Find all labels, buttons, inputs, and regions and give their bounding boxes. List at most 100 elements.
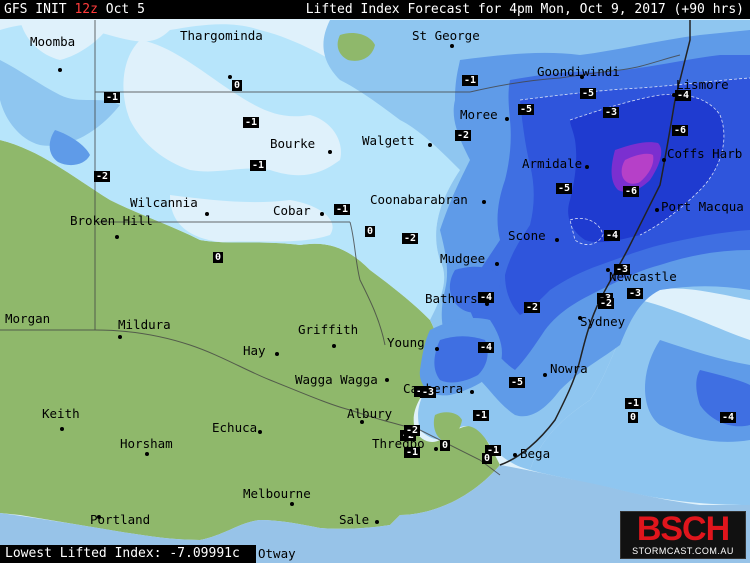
li-value-marker: -2 bbox=[598, 298, 615, 309]
city-dot bbox=[578, 316, 582, 320]
city-dot bbox=[434, 447, 438, 451]
ocean-south bbox=[0, 465, 750, 563]
li-value-marker: 0 bbox=[232, 80, 243, 91]
li-value-marker: -2 bbox=[94, 171, 111, 182]
city-dot bbox=[118, 335, 122, 339]
li-value-marker: -1 bbox=[334, 204, 351, 215]
city-label-griffith: Griffith bbox=[298, 322, 359, 337]
city-label-goondiwindi: Goondiwindi bbox=[537, 64, 620, 79]
city-dot bbox=[328, 150, 332, 154]
city-label-bega: Bega bbox=[520, 446, 551, 461]
city-dot bbox=[580, 75, 584, 79]
city-dot bbox=[672, 93, 676, 97]
city-dot bbox=[543, 373, 547, 377]
li-value-marker: 0 bbox=[365, 226, 376, 237]
city-label-moomba: Moomba bbox=[30, 34, 76, 49]
li-value-marker: 0 bbox=[213, 252, 224, 263]
city-label-sale: Sale bbox=[339, 512, 370, 527]
li-value-marker: -1 bbox=[473, 410, 490, 421]
city-label-horsham: Horsham bbox=[120, 436, 173, 451]
run-label: GFS INIT 12z Oct 5 bbox=[4, 2, 145, 17]
li-value-marker: -4 bbox=[720, 412, 737, 423]
city-label-wagga-wagga: Wagga Wagga bbox=[295, 372, 378, 387]
map-title: Lifted Index Forecast for 4pm Mon, Oct 9… bbox=[305, 2, 744, 17]
city-label-mildura: Mildura bbox=[118, 317, 171, 332]
city-dot bbox=[360, 420, 364, 424]
city-dot bbox=[470, 390, 474, 394]
bsch-logo: BSCH STORMCAST.COM.AU bbox=[620, 510, 746, 559]
city-label-mudgee: Mudgee bbox=[440, 251, 486, 266]
city-dot bbox=[655, 208, 659, 212]
li-value-marker: -5 bbox=[580, 88, 597, 99]
city-label-otway: Otway bbox=[258, 546, 296, 561]
logo-sub: STORMCAST.COM.AU bbox=[632, 546, 734, 556]
city-label-moree: Moree bbox=[460, 107, 498, 122]
li-value-marker: -2 bbox=[404, 425, 421, 436]
li-value-marker: -2 bbox=[455, 130, 472, 141]
li-value-marker: -1 bbox=[485, 445, 502, 456]
city-label-bourke: Bourke bbox=[270, 136, 316, 151]
city-label-port-macqua: Port Macqua bbox=[661, 199, 744, 214]
city-dot bbox=[495, 262, 499, 266]
city-dot bbox=[513, 453, 517, 457]
city-dot bbox=[606, 268, 610, 272]
li-value-marker: -1 bbox=[243, 117, 260, 128]
city-dot bbox=[662, 158, 666, 162]
li-value-marker: -3 bbox=[420, 387, 437, 398]
city-dot bbox=[60, 427, 64, 431]
city-label-wilcannia: Wilcannia bbox=[130, 195, 198, 210]
city-label-walgett: Walgett bbox=[362, 133, 415, 148]
city-label-nowra: Nowra bbox=[550, 361, 588, 376]
city-dot bbox=[332, 344, 336, 348]
li-value-marker: -2 bbox=[402, 233, 419, 244]
li-value-marker: -1 bbox=[250, 160, 267, 171]
li-value-marker: -6 bbox=[623, 186, 640, 197]
li-value-marker: -2 bbox=[524, 302, 541, 313]
city-label-sydney: Sydney bbox=[580, 314, 626, 329]
city-label-bathurst: Bathurst bbox=[425, 291, 486, 306]
city-dot bbox=[290, 502, 294, 506]
city-label-coonabarabran: Coonabarabran bbox=[370, 192, 468, 207]
city-dot bbox=[275, 352, 279, 356]
city-label-lismore: Lismore bbox=[676, 77, 729, 92]
city-label-hay: Hay bbox=[243, 343, 266, 358]
city-dot bbox=[505, 117, 509, 121]
city-label-thargominda: Thargominda bbox=[180, 28, 263, 43]
city-dot bbox=[450, 44, 454, 48]
city-dot bbox=[428, 143, 432, 147]
logo-main: BSCH bbox=[636, 510, 730, 548]
li-value-marker: -4 bbox=[478, 342, 495, 353]
city-dot bbox=[375, 520, 379, 524]
city-dot bbox=[97, 515, 101, 519]
li-value-marker: -1 bbox=[404, 447, 421, 458]
city-label-scone: Scone bbox=[508, 228, 546, 243]
li-value-marker: -5 bbox=[518, 104, 535, 115]
city-dot bbox=[320, 212, 324, 216]
city-dot bbox=[485, 302, 489, 306]
city-dot bbox=[555, 238, 559, 242]
city-label-cobar: Cobar bbox=[273, 203, 311, 218]
city-label-echuca: Echuca bbox=[212, 420, 258, 435]
city-dot bbox=[228, 75, 232, 79]
land-mass bbox=[0, 140, 500, 540]
li-value-marker: 0 bbox=[482, 453, 493, 464]
city-label-st-george: St George bbox=[412, 28, 480, 43]
city-label-coffs-harb: Coffs Harb bbox=[667, 146, 743, 161]
city-label-broken-hill: Broken Hill bbox=[70, 213, 153, 228]
li-value-marker: -4 bbox=[604, 230, 621, 241]
city-dot bbox=[435, 347, 439, 351]
city-label-young: Young bbox=[387, 335, 425, 350]
city-dot bbox=[585, 165, 589, 169]
city-dot bbox=[205, 212, 209, 216]
city-dot bbox=[385, 378, 389, 382]
city-label-melbourne: Melbourne bbox=[243, 486, 311, 501]
li-value-marker: -1 bbox=[462, 75, 479, 86]
li-value-marker: -6 bbox=[672, 125, 689, 136]
city-label-morgan: Morgan bbox=[5, 311, 51, 326]
li-value-marker: -5 bbox=[509, 377, 526, 388]
city-label-armidale: Armidale bbox=[522, 156, 583, 171]
city-dot bbox=[145, 452, 149, 456]
li-value-marker: -3 bbox=[614, 264, 631, 275]
li-value-marker: 0 bbox=[628, 412, 639, 423]
